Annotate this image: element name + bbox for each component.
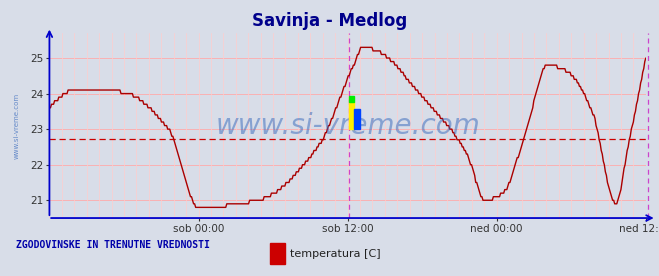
Bar xyxy=(349,102,355,129)
Text: www.si-vreme.com: www.si-vreme.com xyxy=(215,112,480,140)
Text: temperatura [C]: temperatura [C] xyxy=(290,249,381,259)
Text: www.si-vreme.com: www.si-vreme.com xyxy=(14,92,20,159)
Text: Savinja - Medlog: Savinja - Medlog xyxy=(252,12,407,30)
Bar xyxy=(349,96,355,102)
Text: ZGODOVINSKE IN TRENUTNE VREDNOSTI: ZGODOVINSKE IN TRENUTNE VREDNOSTI xyxy=(16,240,210,250)
Bar xyxy=(355,109,360,129)
